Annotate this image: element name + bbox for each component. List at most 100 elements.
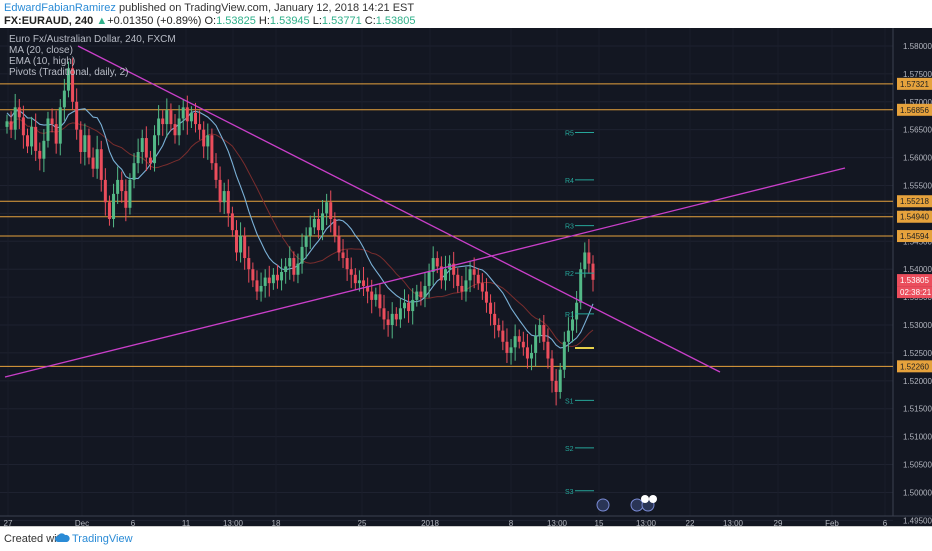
candle-down [452,263,456,275]
candle-down [79,129,83,152]
candle-down [161,118,165,125]
candle-up [13,107,17,130]
candle-up [136,152,140,164]
time-tick-label: Dec [75,519,89,526]
candle-up [509,347,513,353]
price-tick-label: 1.57000 [903,98,932,107]
change-value: +0.01350 (+0.89%) [107,15,202,27]
candle-down [267,277,271,284]
event-icon[interactable] [630,498,644,512]
event-badge[interactable] [649,495,657,503]
candle-down [587,252,591,264]
candle-down [210,135,214,164]
candle-down [185,107,189,122]
candle-up [42,140,46,159]
publish-info: EdwardFabianRamirez published on Trading… [4,2,414,14]
price-tick-label: 1.50000 [903,488,932,497]
candle-up [304,235,308,247]
pivot-label: S2 [565,446,574,453]
candle-down [591,263,595,280]
l-label: L: [312,15,322,27]
o-label: O: [204,15,217,27]
time-tick-label: Feb [825,519,839,526]
chart-legend: Euro Fx/Australian Dollar, 240, FXCM MA … [9,34,176,78]
publish-text: published on TradingView.com, January 12… [118,2,415,14]
price-tick-label: 1.53000 [903,321,932,330]
price-tick-label: 1.49500 [903,516,932,525]
candle-up [398,308,402,320]
price-tick-label: 1.51000 [903,433,932,442]
candle-down [337,235,341,253]
time-tick-label: 8 [509,519,514,526]
candle-down [349,269,353,275]
candle-down [107,202,111,219]
tradingview-brand[interactable]: TradingView [72,533,133,545]
price-tick-label: 1.57500 [903,70,932,79]
candle-up [566,330,570,342]
candle-down [476,274,480,284]
candle-up [259,285,263,292]
price-badge [897,286,932,299]
candle-down [419,291,423,298]
candle-up [296,263,300,275]
candle-up [280,272,284,281]
candle-down [366,285,370,292]
candle-up [83,135,87,152]
price-axis[interactable]: 1.58000 1.57500 1.57000 1.56500 1.56000 1.555… [897,42,932,525]
candle-down [362,280,366,286]
event-markers[interactable] [596,495,657,512]
candle-up [513,336,517,348]
trendlines[interactable] [4,45,846,378]
candle-down [17,107,21,118]
candle-down [148,157,152,164]
price-tick-label: 1.50500 [903,461,932,470]
level-price-label: 1.55218 [900,197,929,206]
price-badge-label: 1.53805 [900,276,929,285]
price-badge-label: 02:38:21 [900,288,932,297]
ascending-trendline[interactable] [4,167,846,378]
candle-up [530,352,534,359]
descending-trendline[interactable] [77,45,721,373]
ema-10-line [6,108,594,349]
candle-down [456,274,460,286]
event-badge[interactable] [641,495,649,503]
candle-up [427,272,431,286]
candle-down [329,202,333,219]
candle-down [34,126,38,151]
time-tick-label: 11 [182,519,191,526]
candle-down [378,294,382,309]
time-tick-label: 29 [774,519,783,526]
candle-up [583,252,587,270]
event-icon[interactable] [596,498,610,512]
candle-up [562,341,566,370]
candle-up [558,369,562,392]
candle-down [333,218,337,236]
candle-up [464,280,468,292]
price-tick-label: 1.58000 [903,42,932,51]
c-label: C: [364,15,376,27]
pivot-levels: R5 R4 R3 R2 R1 S1 S2 S3 [565,130,594,496]
candle-down [521,341,525,348]
candle-down [214,163,218,180]
candle-down [345,258,349,270]
horizontal-levels [0,83,893,367]
candle-down [386,319,390,326]
level-price-badge [897,195,932,208]
time-axis[interactable]: 27 Dec 6 11 13:00 18 25 2018 8 13:00 15 13:00 22 13:0… [4,519,888,526]
c-value: 1.53805 [375,15,416,27]
candle-down [194,112,198,125]
candle-down [38,150,42,159]
price-badge [897,274,932,287]
author-link[interactable]: EdwardFabianRamirez [4,2,116,14]
time-tick-label: 13:00 [636,519,657,526]
time-tick-label: 6 [131,519,136,526]
candle-up [431,258,435,272]
candle-down [25,135,29,147]
candle-down [554,380,558,392]
candle-up [308,227,312,236]
candle-down [50,118,54,125]
ohlc-line: FX:EURAUD, 240 ▲+0.01350 (+0.89%) O:1.53… [4,15,416,27]
created-with-label: Created with [4,533,66,545]
legend-title: Euro Fx/Australian Dollar, 240, FXCM [9,34,176,45]
